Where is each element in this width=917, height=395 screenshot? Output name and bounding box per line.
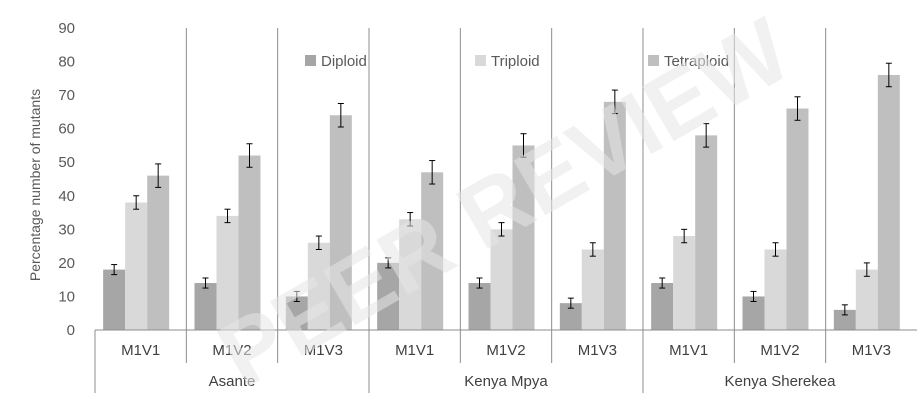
bar-triploid xyxy=(399,219,422,330)
x-tick-label: M1V2 xyxy=(212,342,251,359)
bars xyxy=(103,74,900,331)
bar-diploid xyxy=(651,283,674,330)
x-tick-label: M1V2 xyxy=(760,342,799,359)
bar-tetraploid xyxy=(147,175,170,330)
x-tick-label: M1V2 xyxy=(486,342,525,359)
y-tick-label: 50 xyxy=(58,154,75,171)
x-tick-label: M1V3 xyxy=(304,342,343,359)
y-tick-label: 60 xyxy=(58,121,75,138)
bar-triploid xyxy=(673,236,696,330)
bar-diploid xyxy=(559,303,582,330)
y-tick-label: 70 xyxy=(58,87,75,104)
y-tick-label: 30 xyxy=(58,221,75,238)
bar-triploid xyxy=(764,249,787,330)
legend-swatch-diploid xyxy=(305,55,316,66)
legend-label-tetraploid: Tetraploid xyxy=(664,53,729,70)
bar-diploid xyxy=(833,309,856,330)
bar-triploid xyxy=(855,269,878,330)
legend-label-triploid: Triploid xyxy=(491,53,540,70)
group-label: Kenya Mpya xyxy=(464,373,548,390)
x-tick-label: M1V1 xyxy=(669,342,708,359)
legend-swatch-tetraploid xyxy=(648,55,659,66)
category-separators xyxy=(185,28,827,330)
bar-triploid xyxy=(307,242,330,330)
legend: Diploid Triploid Tetraploid xyxy=(305,53,729,70)
bar-tetraploid xyxy=(238,155,261,330)
y-tick-label: 20 xyxy=(58,255,75,272)
bar-triploid xyxy=(581,249,604,330)
y-tick-label: 80 xyxy=(58,54,75,71)
bar-tetraploid xyxy=(603,101,626,330)
x-tick-labels: M1V1 M1V2 M1V3 M1V1 M1V2 M1V3 M1V1 M1V2 M1V3 xyxy=(121,342,891,359)
bar-diploid xyxy=(742,296,765,330)
x-axis xyxy=(94,329,917,393)
error-bars xyxy=(111,62,892,316)
x-tick-label: M1V3 xyxy=(852,342,891,359)
bar-triploid xyxy=(216,215,239,330)
y-tick-label: 40 xyxy=(58,188,75,205)
bar-diploid xyxy=(103,269,126,330)
legend-label-diploid: Diploid xyxy=(321,53,367,70)
bar-diploid xyxy=(194,283,217,330)
group-labels: Asante Kenya Mpya Kenya Sherekea xyxy=(209,373,836,390)
bar-tetraploid xyxy=(329,115,352,330)
y-tick-label: 10 xyxy=(58,288,75,305)
x-tick-label: M1V1 xyxy=(121,342,160,359)
group-label: Kenya Sherekea xyxy=(725,373,837,390)
y-tick-labels: 0 10 20 30 40 50 60 70 80 90 xyxy=(58,20,75,339)
bar-tetraploid xyxy=(512,145,535,330)
y-tick-label: 90 xyxy=(58,20,75,37)
y-axis-label: Percentage number of mutants xyxy=(27,89,43,281)
x-tick-label: M1V3 xyxy=(578,342,617,359)
bar-tetraploid xyxy=(695,135,718,330)
bar-tetraploid xyxy=(786,108,809,331)
bar-diploid xyxy=(285,296,308,330)
bar-tetraploid xyxy=(421,172,444,330)
legend-swatch-triploid xyxy=(475,55,486,66)
bar-triploid xyxy=(125,202,148,330)
y-tick-label: 0 xyxy=(67,322,75,339)
bar-tetraploid xyxy=(877,74,900,330)
bar-triploid xyxy=(490,229,513,330)
x-tick-label: M1V1 xyxy=(395,342,434,359)
group-label: Asante xyxy=(209,373,256,390)
bar-diploid xyxy=(468,283,491,330)
bar-diploid xyxy=(377,262,400,330)
